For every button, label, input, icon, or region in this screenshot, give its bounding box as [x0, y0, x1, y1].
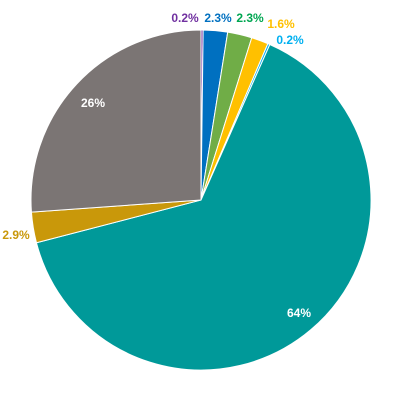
slice-label-2: 2.3% [236, 11, 264, 25]
slice-label-4: 0.2% [276, 33, 304, 47]
pie-slice-5 [35, 43, 372, 371]
slices-layer [30, 29, 372, 371]
slice-label-0: 0.2% [171, 11, 199, 25]
slice-label-5: 64% [287, 306, 311, 320]
labels-layer: 0.2% 2.3% 2.3% 1.6%0.2%64%2.9%26% [2, 11, 311, 320]
pie-slice-7 [30, 29, 202, 213]
slice-label-3: 1.6% [267, 17, 295, 31]
slice-label-6: 2.9% [2, 228, 30, 242]
slice-label-1: 2.3% [204, 11, 232, 25]
slice-label-7: 26% [81, 96, 105, 110]
